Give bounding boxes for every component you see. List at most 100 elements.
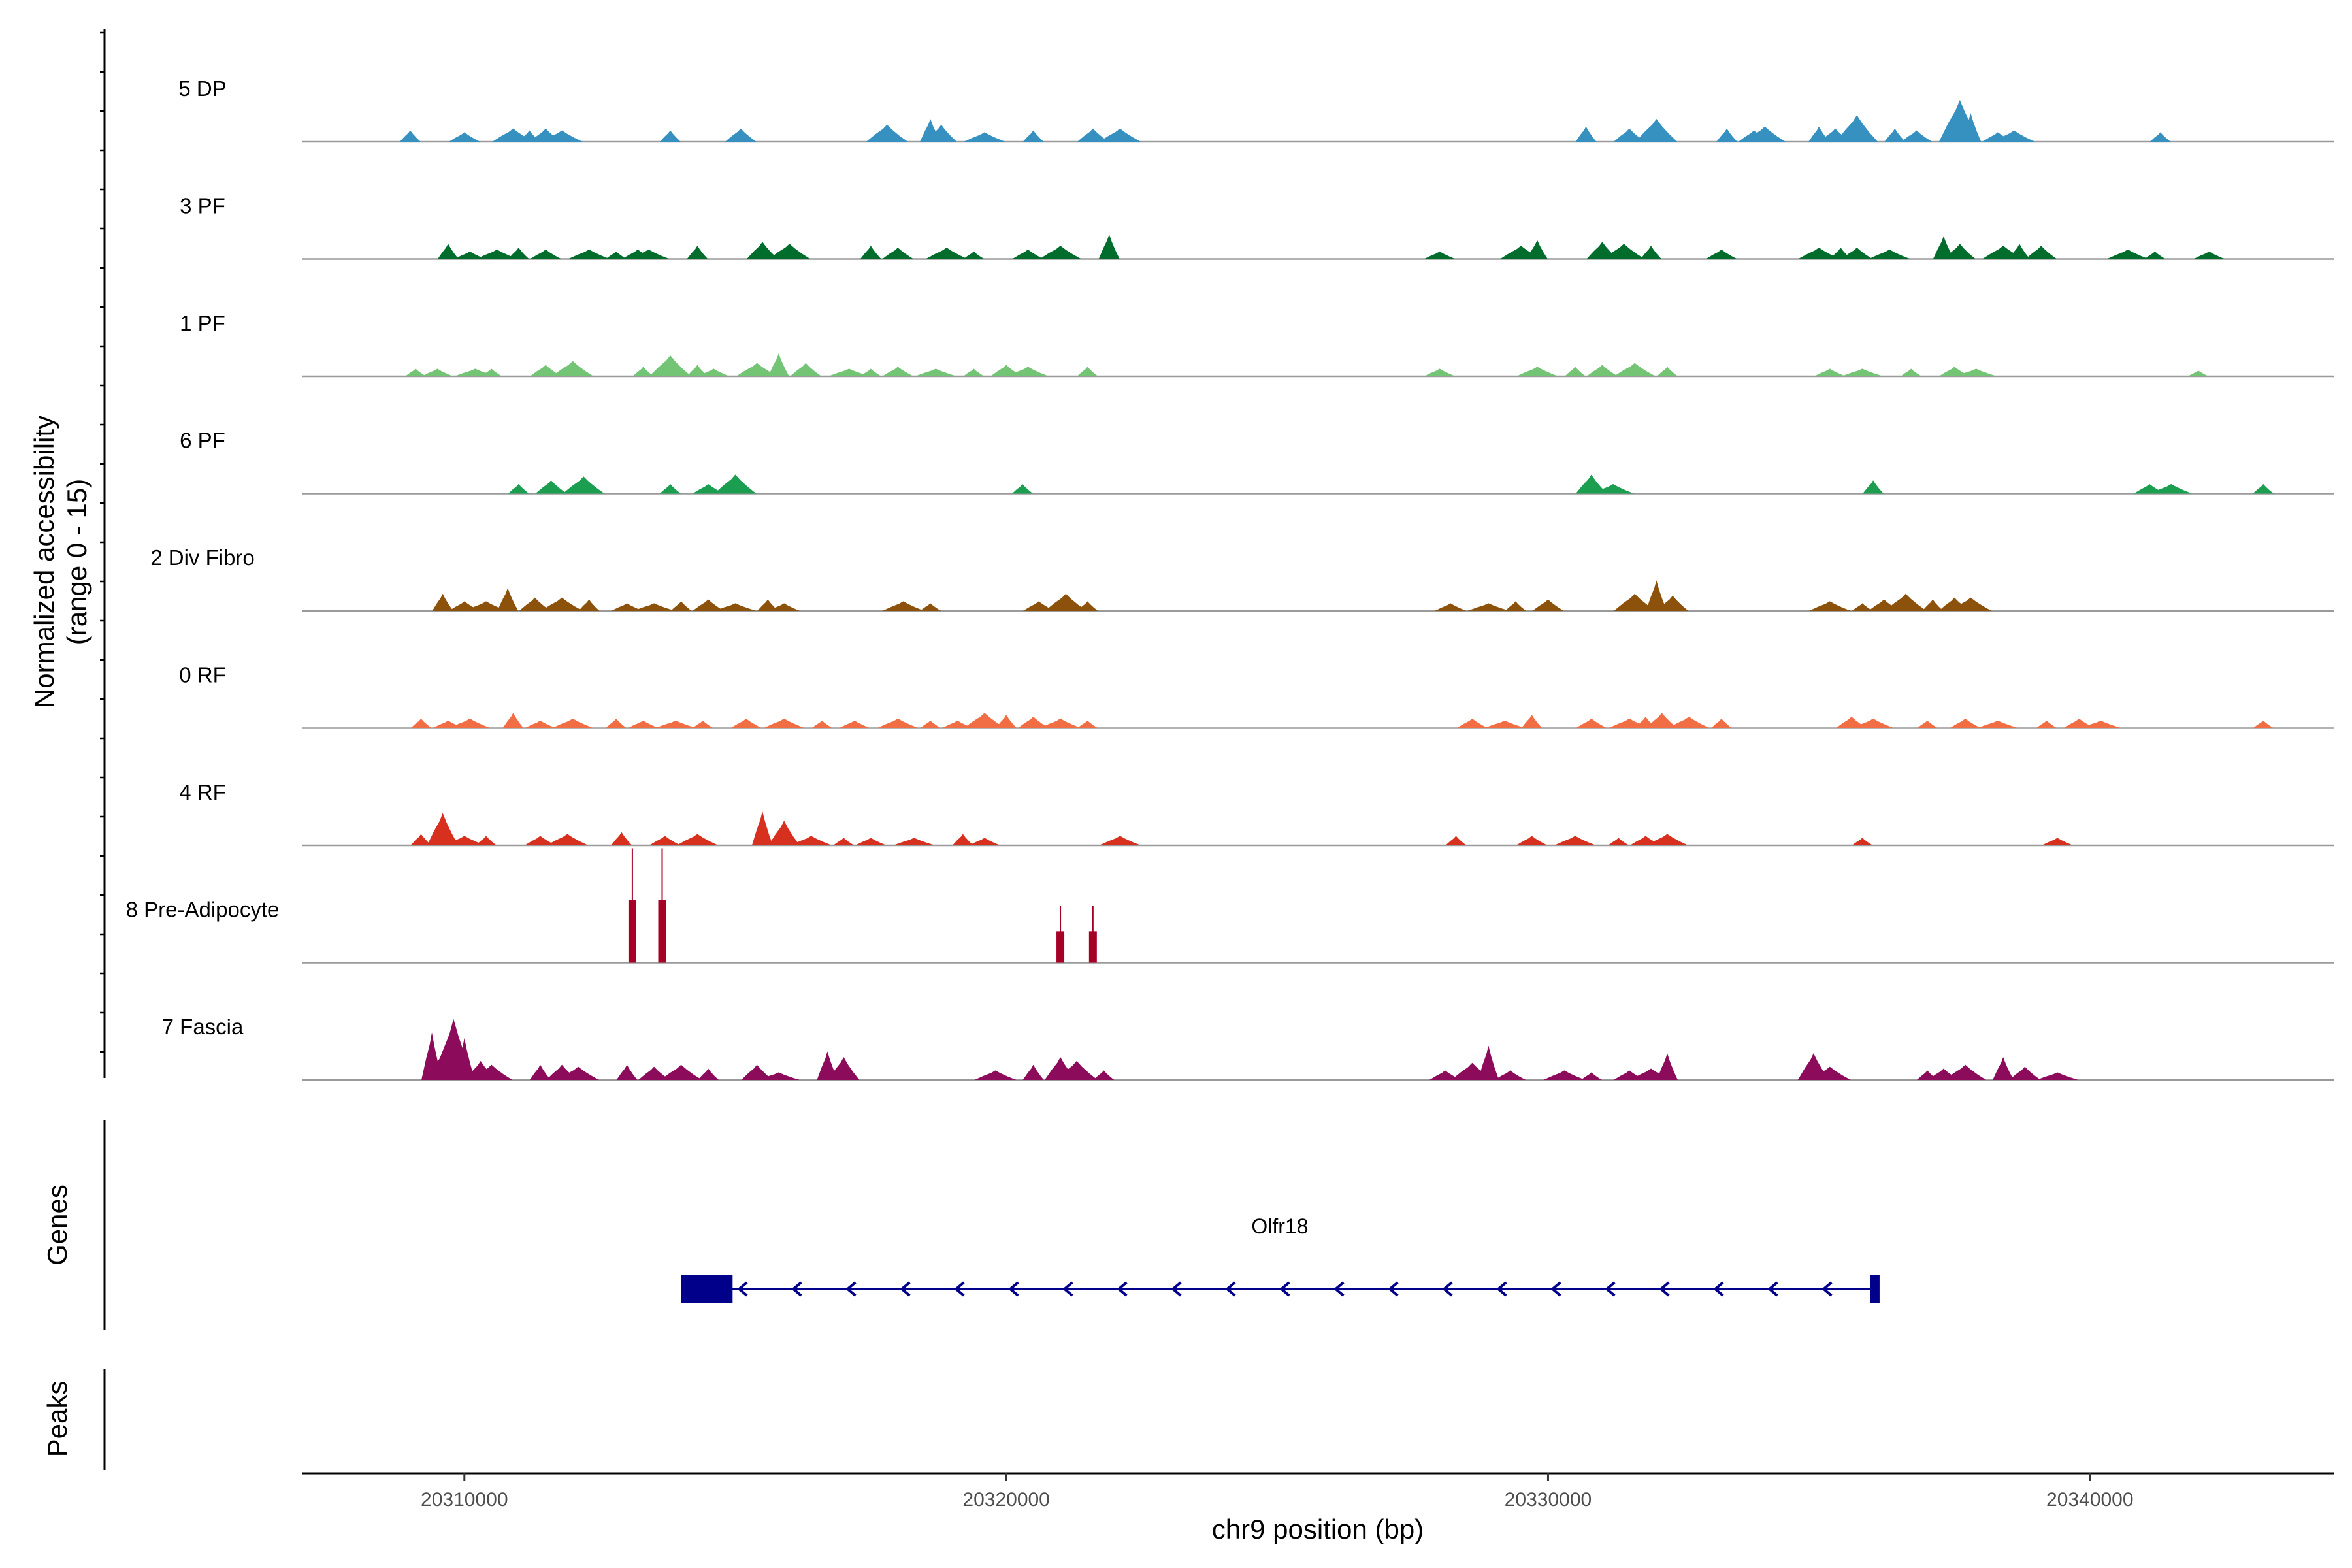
strand-arrow — [1821, 1281, 1833, 1297]
coverage-peak — [838, 720, 870, 728]
coverage-peak — [632, 367, 654, 376]
strand-arrow — [845, 1281, 857, 1297]
coverage-peak — [1093, 1070, 1115, 1080]
strand-arrow — [1496, 1281, 1507, 1297]
coverage-peak — [693, 483, 724, 494]
coverage-peak — [660, 1064, 702, 1080]
coverage-peak — [790, 363, 822, 376]
coverage-peak — [1657, 595, 1689, 611]
coverage-peak — [757, 599, 779, 611]
coverage-peak — [508, 248, 529, 259]
coverage-peak — [693, 599, 724, 611]
coverage-peak — [817, 1051, 838, 1080]
coverage-peak — [1088, 906, 1097, 963]
coverage-peak — [1646, 580, 1667, 611]
coverage-peak — [687, 365, 708, 376]
coverage-peak — [963, 713, 1005, 728]
coverage-peak — [920, 603, 941, 611]
coverage-peak — [1580, 1072, 1602, 1080]
coverage-peak — [974, 1070, 1017, 1080]
strand-arrow — [1333, 1281, 1345, 1297]
coverage-peak — [2036, 1072, 2079, 1080]
strand-arrow — [1442, 1281, 1453, 1297]
coverage-peak — [687, 246, 708, 259]
track-label: 0 RF — [179, 663, 226, 687]
coverage-peak — [557, 1066, 599, 1080]
gene-track: Olfr18 — [681, 1215, 1880, 1303]
x-tick-label: 20330000 — [1505, 1489, 1592, 1511]
coverage-peak — [736, 363, 778, 376]
coverage-peak — [606, 251, 627, 259]
coverage-peak — [1955, 368, 1997, 376]
coverage-peak — [524, 836, 556, 845]
coverage-peak — [952, 834, 973, 845]
coverage-peak — [399, 130, 421, 142]
track-label: 7 Fascia — [162, 1015, 244, 1039]
coverage-peak — [1808, 1066, 1851, 1080]
coverage-peak — [1012, 249, 1044, 259]
coverage-peak — [1586, 365, 1618, 376]
coverage-peak — [698, 1068, 719, 1080]
coverage-peak — [659, 483, 681, 494]
coverage-peak — [1884, 128, 1906, 142]
coverage-peak — [882, 601, 924, 611]
coverage-peak — [828, 368, 870, 376]
track-0-rf: 0 RF — [179, 663, 2334, 729]
coverage-peak — [1484, 720, 1526, 728]
coverage-peak — [465, 601, 507, 611]
coverage-peak — [427, 813, 459, 845]
coverage-peak — [698, 368, 730, 376]
track-panels: 5 DP 3 PF 1 PF 6 PF 2 Div Fibro 0 RF 4 RF 8 Pre… — [126, 76, 2334, 1081]
coverage-peak — [1884, 593, 1927, 611]
coverage-peak — [877, 718, 919, 728]
coverage-peak — [757, 1072, 800, 1080]
strand-arrow — [900, 1281, 911, 1297]
coverage-peak — [1950, 597, 1992, 611]
coverage-peak — [1077, 720, 1098, 728]
coverage-peak — [768, 353, 789, 376]
coverage-peak — [1445, 836, 1467, 845]
coverage-peak — [453, 1037, 475, 1080]
coverage-peak — [2150, 483, 2193, 494]
coverage-peak — [2193, 251, 2225, 259]
coverage-peak — [968, 838, 1000, 845]
coverage-peak — [529, 1064, 551, 1080]
coverage-peak — [658, 848, 666, 963]
coverage-peak — [1039, 246, 1082, 259]
coverage-peak — [692, 720, 713, 728]
coverage-peak — [855, 838, 887, 845]
coverage-peak — [1852, 603, 1873, 611]
coverage-peak — [659, 130, 681, 142]
coverage-peak — [1944, 244, 1976, 259]
coverage-peak — [866, 124, 908, 142]
coverage-peak — [616, 1064, 638, 1080]
coverage-peak — [2144, 251, 2166, 259]
gene-utr-block — [1870, 1275, 1880, 1303]
coverage-peak — [563, 476, 605, 494]
strand-arrow — [1171, 1281, 1182, 1297]
coverage-peak — [530, 365, 562, 376]
track-4-rf: 4 RF — [179, 780, 2334, 847]
coverage-peak — [1022, 601, 1054, 611]
track-label: 4 RF — [179, 780, 226, 804]
coverage-peak — [860, 246, 881, 259]
coverage-peak — [882, 367, 914, 376]
coverage-peak — [893, 838, 936, 845]
strand-arrow — [1659, 1281, 1670, 1297]
coverage-peak — [449, 718, 491, 728]
coverage-peak — [443, 836, 485, 845]
coverage-peak — [1603, 244, 1645, 259]
coverage-peak — [676, 834, 719, 845]
coverage-peak — [1424, 251, 1456, 259]
coverage-peak — [627, 720, 659, 728]
coverage-peak — [1055, 1060, 1098, 1080]
coverage-peak — [730, 718, 762, 728]
coverage-peak — [2025, 246, 2057, 259]
coverage-peak — [1614, 593, 1656, 611]
coverage-peak — [410, 718, 432, 728]
coverage-peak — [475, 836, 497, 845]
strand-arrow — [1062, 1281, 1073, 1297]
coverage-peak — [1705, 249, 1737, 259]
coverage-peak — [1901, 368, 1922, 376]
coverage-peak — [925, 248, 968, 259]
